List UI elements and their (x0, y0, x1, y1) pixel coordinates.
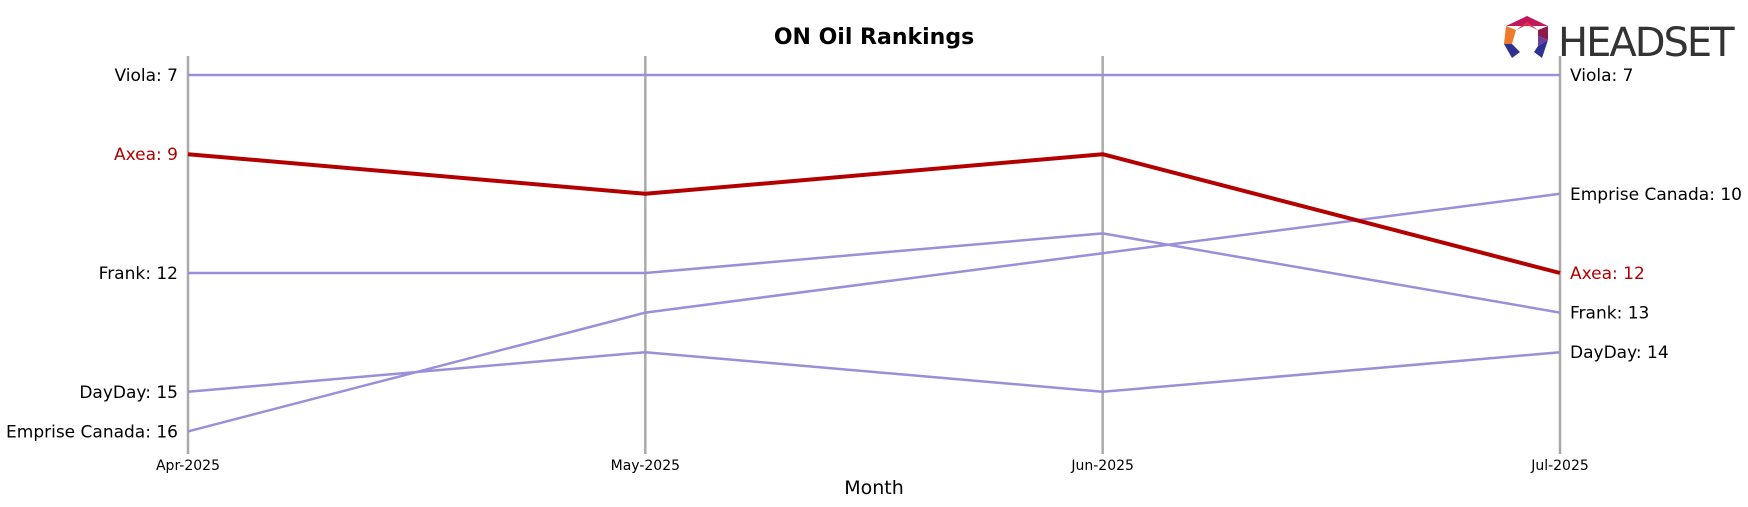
start-label-dayday: DayDay: 15 (79, 383, 178, 403)
series-line-emprise-canada (187, 192, 1561, 433)
x-tick-labels: Apr-2025 May-2025 Jun-2025 Jul-2025 (156, 458, 1589, 474)
end-label-viola: Viola: 7 (1570, 66, 1633, 86)
end-label-axea: Axea: 12 (1570, 264, 1645, 284)
headset-logo: HEADSET (1504, 16, 1737, 66)
end-label-emprise-canada: Emprise Canada: 10 (1570, 185, 1742, 205)
x-tick-label: Jul-2025 (1530, 458, 1589, 474)
start-label-axea: Axea: 9 (114, 145, 178, 165)
start-label-viola: Viola: 7 (115, 66, 178, 86)
x-tick-label: May-2025 (611, 458, 680, 474)
chart-title: ON Oil Rankings (774, 25, 974, 50)
series-line-dayday (187, 350, 1561, 394)
series-labels: Viola: 7 Viola: 7 Axea: 9 Axea: 12 Frank: 12… (6, 66, 1742, 442)
x-tick-label: Jun-2025 (1070, 458, 1134, 474)
series-line-frank (188, 232, 1561, 314)
start-label-frank: Frank: 12 (99, 264, 178, 284)
end-label-dayday: DayDay: 14 (1570, 343, 1669, 363)
end-label-frank: Frank: 13 (1570, 304, 1649, 324)
start-label-emprise-canada: Emprise Canada: 16 (6, 422, 178, 442)
series-line-axea (187, 152, 1561, 275)
x-axis-label: Month (844, 477, 904, 499)
series-lines (187, 73, 1561, 433)
headset-hexagon-logo-icon (1504, 16, 1548, 58)
logo-wordmark: HEADSET (1558, 20, 1735, 66)
grid-lines (186, 56, 1562, 454)
x-tick-label: Apr-2025 (156, 458, 220, 474)
